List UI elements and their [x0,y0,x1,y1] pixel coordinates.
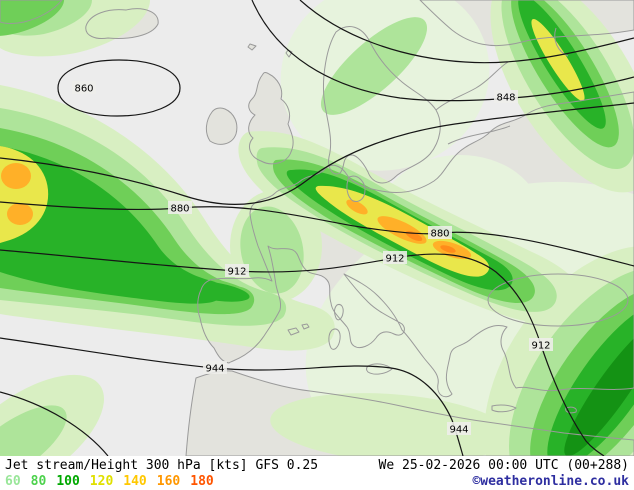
legend-value-60: 60 [5,473,21,489]
svg-text:944: 944 [449,425,468,436]
product-title: Jet stream/Height 300 hPa [kts] GFS 0.25 [5,457,319,473]
contour-label: 880 [168,201,192,215]
valid-datetime: We 25-02-2026 00:00 UTC (00+288) [378,457,629,473]
black-sea-coastline [487,273,629,327]
legend-value-120: 120 [89,473,114,489]
legend-value-180: 180 [190,473,214,489]
footer-bar: Jet stream/Height 300 hPa [kts] GFS 0.25… [0,456,634,490]
contour-label: 912 [383,251,407,265]
svg-text:880: 880 [170,204,189,215]
contour-label: 944 [203,361,227,375]
svg-text:912: 912 [531,341,550,352]
weather-map-svg: 860 848 880 880 912 [0,0,634,456]
contour-label: 944 [447,422,471,436]
contour-label: 912 [225,264,249,278]
contour-label: 912 [529,338,553,352]
contour-label: 848 [494,90,518,104]
coastline-details [435,27,569,145]
svg-text:848: 848 [496,93,515,104]
contour-labels: 860 848 880 880 912 [72,81,553,436]
legend-value-100: 100 [56,473,80,489]
footer-row-1: Jet stream/Height 300 hPa [kts] GFS 0.25… [5,458,629,473]
svg-text:912: 912 [385,254,404,265]
svg-text:880: 880 [430,229,449,240]
legend-value-140: 140 [123,473,147,489]
svg-text:912: 912 [227,267,246,278]
copyright-text: ©weatheronline.co.uk [472,473,629,489]
map-area: 860 848 880 880 912 [0,0,634,456]
svg-text:944: 944 [205,364,224,375]
contour-label: 860 [72,81,96,95]
contour-label: 880 [428,226,452,240]
legend-value-80: 80 [30,473,47,489]
height-contours [0,0,634,456]
footer-row-2: 60 80 100 120 140 160 180 ©weatheronline… [5,474,629,489]
jet-shading-core-dark [564,323,634,456]
legend-value-160: 160 [156,473,181,489]
legend-scale: 60 80 100 120 140 160 180 [5,474,214,489]
svg-text:860: 860 [74,84,93,95]
